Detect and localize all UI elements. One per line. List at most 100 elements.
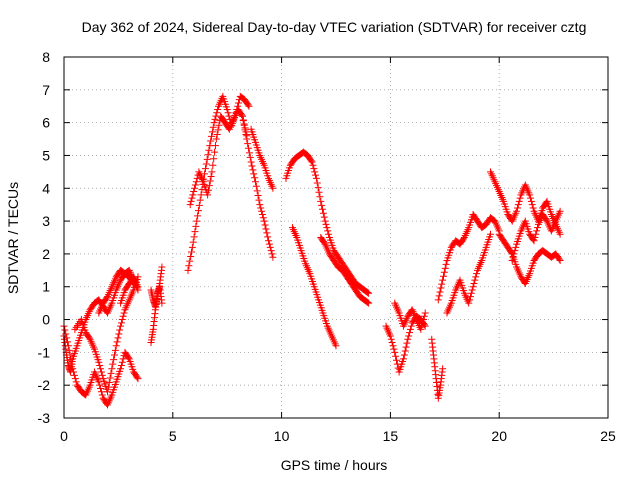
- data-point: [511, 247, 519, 255]
- data-point: [124, 354, 132, 362]
- data-point: [399, 355, 407, 363]
- data-point: [391, 348, 399, 356]
- data-point: [435, 292, 443, 300]
- data-point: [442, 260, 450, 268]
- data-point: [96, 381, 104, 389]
- data-point: [241, 126, 249, 134]
- data-point: [529, 204, 537, 212]
- y-tick-label: -1: [38, 344, 51, 360]
- data-point: [256, 201, 264, 209]
- data-point: [420, 312, 428, 320]
- data-point: [246, 153, 254, 161]
- data-point: [542, 199, 550, 207]
- data-point: [243, 135, 251, 143]
- data-point: [266, 243, 274, 251]
- data-point: [194, 207, 202, 215]
- data-point: [69, 365, 77, 373]
- data-point: [106, 374, 114, 382]
- data-point: [212, 135, 220, 143]
- data-point: [438, 280, 446, 288]
- data-point: [418, 322, 426, 330]
- data-point: [436, 288, 444, 296]
- data-point: [104, 388, 112, 396]
- data-point: [260, 217, 268, 225]
- data-point: [510, 250, 518, 258]
- data-point: [110, 351, 118, 359]
- data-point: [365, 289, 373, 297]
- data-point: [468, 286, 476, 294]
- data-point: [526, 191, 534, 199]
- data-point: [265, 240, 273, 248]
- data-point: [67, 356, 75, 364]
- data-point: [235, 99, 243, 107]
- data-point: [258, 211, 266, 219]
- data-point: [97, 365, 105, 373]
- data-point: [247, 158, 255, 166]
- data-point: [114, 334, 122, 342]
- data-point: [64, 342, 72, 350]
- data-point: [530, 237, 538, 245]
- data-point: [513, 204, 521, 212]
- data-point: [214, 106, 222, 114]
- data-point: [470, 279, 478, 287]
- data-point: [98, 371, 106, 379]
- data-point: [95, 378, 103, 386]
- data-point: [204, 191, 212, 199]
- data-point: [364, 298, 372, 306]
- y-tick-label: 6: [42, 115, 50, 131]
- plot-frame: [63, 56, 609, 419]
- data-point: [466, 296, 474, 304]
- data-point: [268, 250, 276, 258]
- data-point: [486, 230, 494, 238]
- data-point: [440, 268, 448, 276]
- data-point: [250, 170, 258, 178]
- data-point: [262, 225, 270, 233]
- data-point: [514, 201, 522, 209]
- data-point: [441, 264, 449, 272]
- data-point: [98, 391, 106, 399]
- data-point: [439, 272, 447, 280]
- data-point: [406, 325, 414, 333]
- data-point: [120, 309, 128, 317]
- data-point: [473, 270, 481, 278]
- data-point: [314, 184, 322, 192]
- data-point: [204, 151, 212, 159]
- data-point: [201, 165, 209, 173]
- data-point: [319, 209, 327, 217]
- data-point: [192, 178, 200, 186]
- data-point: [321, 217, 329, 225]
- data-point: [269, 184, 277, 192]
- data-point: [103, 294, 111, 302]
- data-point: [225, 112, 233, 120]
- data-point: [189, 191, 197, 199]
- data-point: [245, 149, 253, 157]
- data-point: [184, 266, 192, 274]
- data-point: [320, 213, 328, 221]
- data-point: [364, 289, 372, 297]
- data-point: [202, 160, 210, 168]
- data-point: [365, 299, 373, 307]
- data-point: [213, 109, 221, 117]
- data-point: [245, 102, 253, 110]
- data-point: [134, 375, 142, 383]
- data-point: [68, 360, 76, 368]
- data-point: [207, 172, 215, 180]
- data-point: [407, 322, 415, 330]
- data-point: [542, 216, 550, 224]
- y-tick-label: 7: [42, 82, 50, 98]
- data-point: [205, 146, 213, 154]
- data-point: [392, 352, 400, 360]
- data-point: [197, 191, 205, 199]
- data-point: [105, 379, 113, 387]
- data-point: [213, 130, 221, 138]
- data-point: [248, 162, 256, 170]
- data-point: [323, 224, 331, 232]
- data-point: [419, 319, 427, 327]
- data-point: [117, 365, 125, 373]
- data-point: [190, 233, 198, 241]
- data-point: [401, 347, 409, 355]
- data-point: [223, 106, 231, 114]
- data-point: [65, 346, 73, 354]
- y-tick-label: -3: [38, 410, 51, 426]
- data-point: [508, 256, 516, 264]
